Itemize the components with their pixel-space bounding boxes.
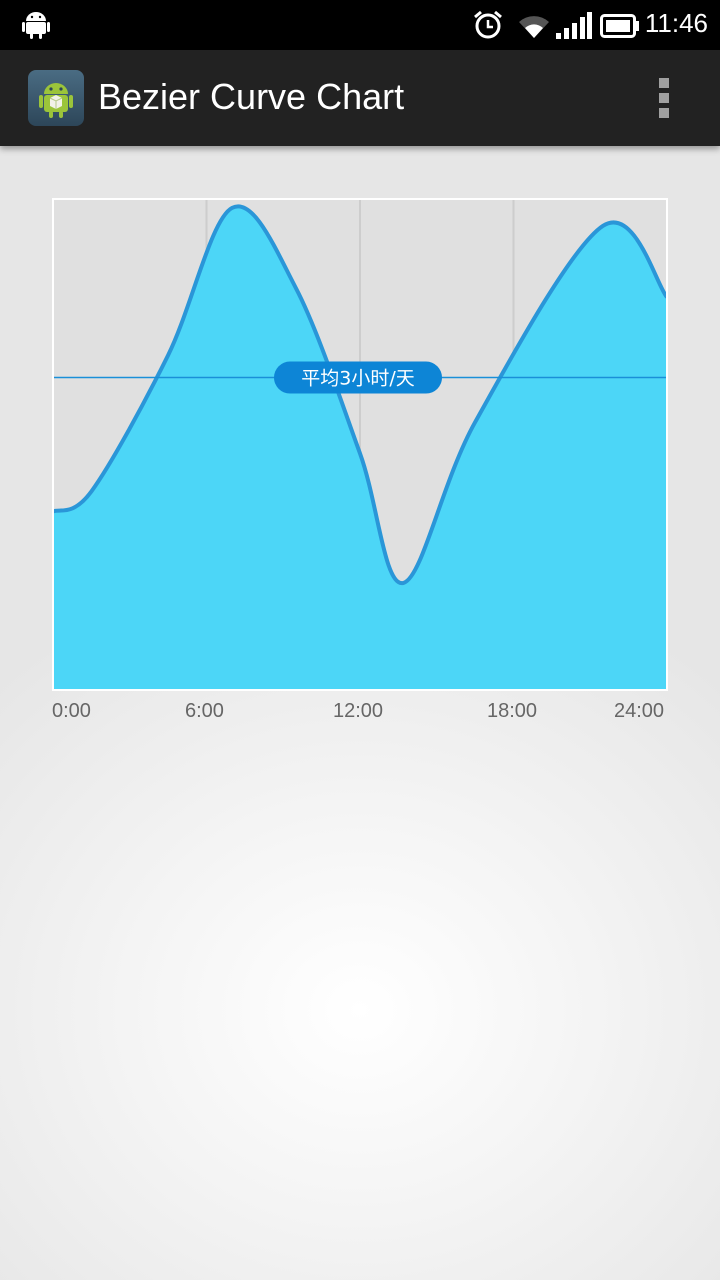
overflow-menu-icon[interactable]: [650, 74, 678, 122]
x-tick-label: 24:00: [614, 700, 665, 722]
android-app-icon[interactable]: [28, 70, 84, 126]
wifi-icon: [519, 16, 549, 38]
android-icon: [22, 12, 50, 39]
average-badge: [274, 361, 442, 394]
action-bar: Bezier Curve Chart: [0, 50, 720, 146]
android-robot-icon: [39, 83, 73, 118]
status-bar: 11:46: [0, 0, 720, 50]
alarm-icon: [474, 10, 502, 39]
bezier-area-chart: 平均3小时/天: [52, 198, 668, 691]
x-tick-label: 0:00: [52, 700, 91, 722]
area-fill: [53, 206, 667, 690]
status-time: 11:46: [644, 8, 708, 38]
x-tick-label: 18:00: [487, 700, 538, 722]
app-title: Bezier Curve Chart: [98, 76, 405, 117]
x-tick-label: 6:00: [185, 700, 224, 722]
signal-icon: [556, 12, 592, 39]
curve-line: [52, 204, 668, 585]
average-label: 平均3小时/天: [301, 368, 415, 390]
battery-icon: [600, 14, 639, 38]
x-tick-label: 12:00: [333, 700, 384, 722]
plot-border: [52, 198, 668, 691]
